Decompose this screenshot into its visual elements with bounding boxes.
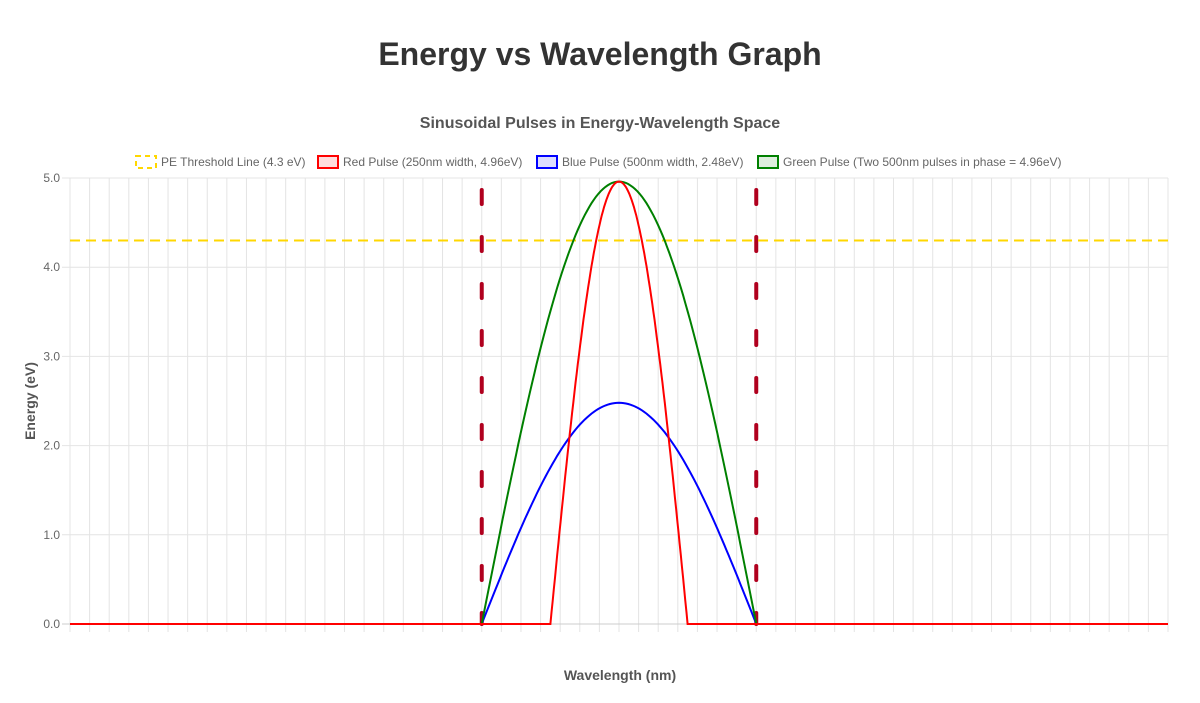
y-tick-label: 1.0	[43, 528, 60, 542]
y-tick-label: 3.0	[43, 349, 60, 363]
legend-swatch	[317, 155, 339, 169]
legend-item[interactable]: Blue Pulse (500nm width, 2.48eV)	[536, 155, 743, 169]
legend-swatch	[135, 155, 157, 169]
legend-item[interactable]: Green Pulse (Two 500nm pulses in phase =…	[757, 155, 1062, 169]
legend-label: Blue Pulse (500nm width, 2.48eV)	[562, 155, 743, 169]
legend-item[interactable]: Red Pulse (250nm width, 4.96eV)	[317, 155, 522, 169]
legend-label: Green Pulse (Two 500nm pulses in phase =…	[783, 155, 1062, 169]
legend-swatch	[757, 155, 779, 169]
page-title: Energy vs Wavelength Graph	[378, 36, 822, 72]
y-tick-label: 5.0	[43, 171, 60, 185]
y-tick-label: 0.0	[43, 617, 60, 631]
legend: PE Threshold Line (4.3 eV) Red Pulse (250…	[135, 155, 1062, 169]
x-axis-label: Wavelength (nm)	[564, 667, 676, 683]
y-axis-label: Energy (eV)	[22, 362, 38, 440]
legend-label: Red Pulse (250nm width, 4.96eV)	[343, 155, 522, 169]
plot-area	[70, 180, 1168, 626]
series-line-0000FF	[70, 401, 1168, 625]
series-line-FF0000	[70, 180, 1168, 625]
chart-title: Sinusoidal Pulses in Energy-Wavelength S…	[420, 115, 780, 132]
y-tick-label: 4.0	[43, 260, 60, 274]
legend-swatch	[536, 155, 558, 169]
legend-label: PE Threshold Line (4.3 eV)	[161, 155, 306, 169]
grid	[62, 177, 1169, 632]
y-ticks: 0.0 1.0 2.0 3.0 4.0 5.0	[43, 171, 60, 631]
legend-item[interactable]: PE Threshold Line (4.3 eV)	[135, 155, 306, 169]
y-tick-label: 2.0	[43, 439, 60, 453]
